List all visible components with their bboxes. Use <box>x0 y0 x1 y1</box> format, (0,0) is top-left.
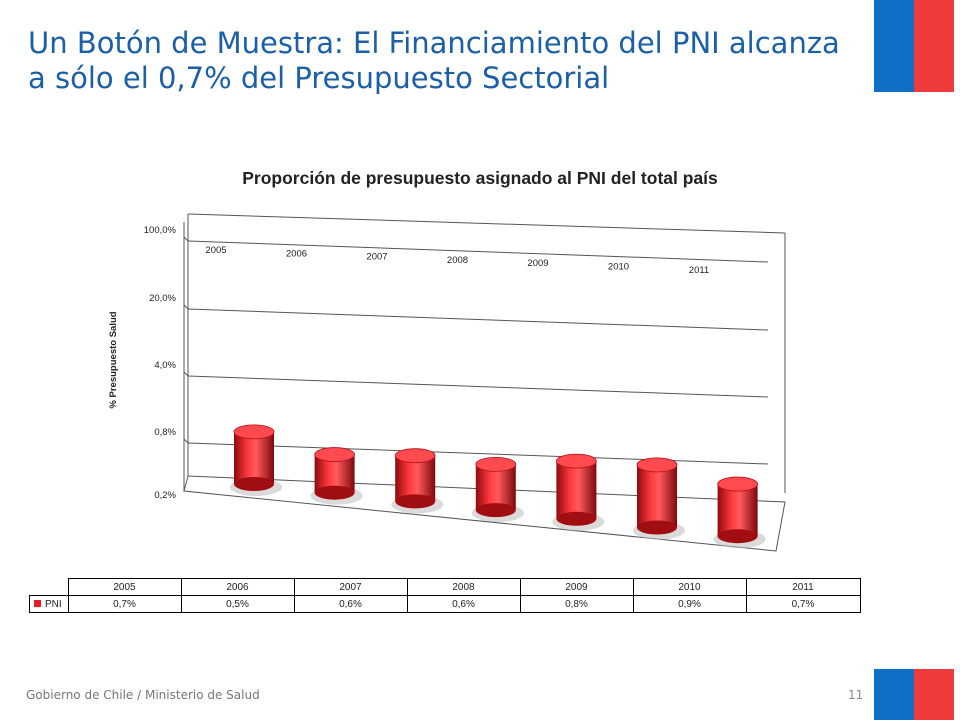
chart-title: Proporción de presupuesto asignado al PN… <box>242 168 718 188</box>
category-label: 2009 <box>527 258 548 269</box>
table-header-year: 2009 <box>519 578 634 596</box>
bar-top <box>475 456 517 472</box>
page-number: 11 <box>848 688 864 702</box>
table-value-cell: 0,5% <box>180 595 295 613</box>
y-tick-label: 20,0% <box>149 293 176 304</box>
gridline-depth <box>183 236 189 242</box>
bar-top <box>636 457 678 473</box>
table-value-cell: 0,6% <box>406 595 521 613</box>
chart-floor <box>183 475 786 552</box>
bar-top <box>556 453 597 469</box>
bar-body <box>475 464 516 511</box>
slide-title: Un Botón de Muestra: El Financiamiento d… <box>28 26 840 96</box>
y-tick-label: 0,8% <box>154 427 176 438</box>
y-tick-label: 100,0% <box>144 225 177 236</box>
bar-bottom <box>475 503 516 518</box>
bar-body <box>637 464 677 528</box>
table-header-year: 2010 <box>632 578 747 596</box>
chile-flag-logo <box>874 0 954 92</box>
y-axis-title: % Presupuesto Salud <box>108 311 119 408</box>
table-header-year: 2006 <box>180 578 295 596</box>
category-label: 2006 <box>286 248 307 259</box>
bar-bottom <box>717 529 758 544</box>
bar-top <box>314 447 356 462</box>
bar-body <box>556 461 597 519</box>
legend-series-pni: PNI <box>29 595 69 613</box>
table-header-year: 2005 <box>67 578 182 596</box>
category-label: 2010 <box>608 262 629 273</box>
bar-bottom <box>314 485 355 500</box>
table-value-cell: 0,9% <box>632 595 747 613</box>
table-header-year: 2008 <box>406 578 521 596</box>
bar-top <box>394 448 436 464</box>
legend-swatch <box>34 600 41 608</box>
gridline-depth <box>183 304 189 310</box>
chile-flag-logo-footer <box>874 669 954 720</box>
category-label: 2011 <box>689 265 709 276</box>
bar-2006 <box>310 447 363 505</box>
category-label: 2007 <box>366 252 387 263</box>
bar-2007 <box>391 448 444 514</box>
bar-2010 <box>633 457 685 540</box>
footer-text: Gobierno de Chile / Ministerio de Salud <box>26 688 260 702</box>
table-value-cell: 0,8% <box>519 595 634 613</box>
bar-2011 <box>713 476 766 549</box>
table-value-cell: 0,7% <box>67 595 182 613</box>
category-label: 2008 <box>447 255 468 266</box>
gridline-depth <box>183 371 189 377</box>
back-wall-top-edge <box>187 213 786 234</box>
gridline <box>187 375 769 398</box>
bar-bottom <box>395 494 436 509</box>
bar-body <box>717 484 758 537</box>
gridline <box>187 240 769 263</box>
bar-bottom <box>234 477 274 491</box>
legend-label: PNI <box>45 598 62 610</box>
bar-body <box>234 431 274 484</box>
bar-2005 <box>230 424 282 496</box>
y-tick-label: 0,2% <box>154 490 176 501</box>
bar-2008 <box>471 456 524 523</box>
bar-bottom <box>556 511 597 526</box>
gridline-depth <box>183 438 189 444</box>
category-label: 2005 <box>205 245 226 256</box>
gridline <box>187 308 769 331</box>
bar-body <box>395 455 436 502</box>
bar-bottom <box>637 520 677 535</box>
table-header-year: 2011 <box>745 578 861 596</box>
table-value-cell: 0,6% <box>293 595 408 613</box>
bar-top <box>717 476 758 492</box>
table-header-year: 2007 <box>293 578 408 596</box>
y-tick-label: 4,0% <box>154 360 176 371</box>
table-value-cell: 0,7% <box>745 595 861 613</box>
bar-2009 <box>552 453 605 531</box>
chart-data-table: 2005 2006 2007 2008 2009 2010 2011 PNI 0,7% 0,5%… <box>29 578 861 613</box>
bar-top <box>233 424 275 440</box>
